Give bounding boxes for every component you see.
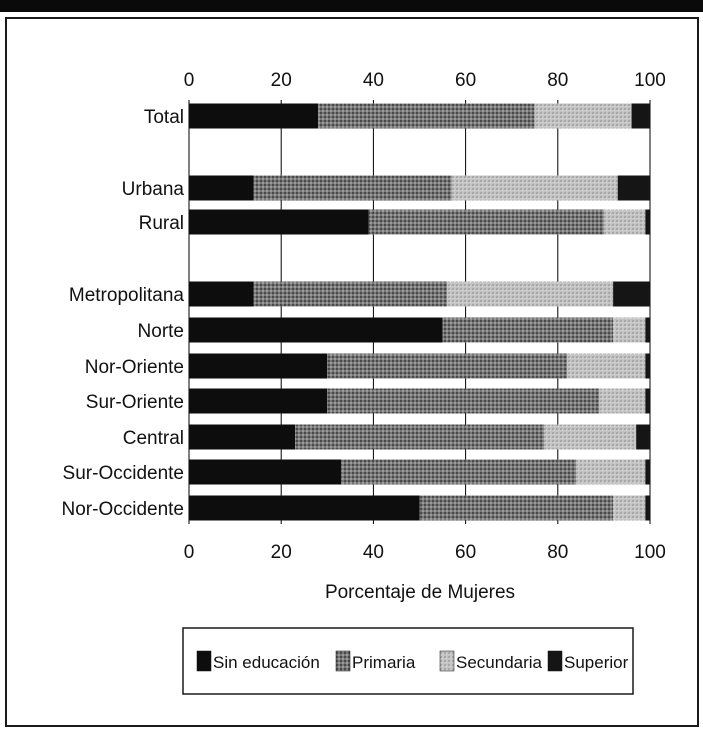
x-axis-label: Porcentaje de Mujeres: [325, 582, 515, 603]
category-label: Sur-Oriente: [86, 392, 184, 413]
bar-segment: [189, 103, 319, 129]
bar-segment: [451, 175, 618, 201]
bar-segment: [189, 175, 254, 201]
bottom-tick-labels: 0 20 40 60 80 100: [184, 542, 666, 563]
bar-segment: [368, 209, 604, 235]
tick-label: 100: [634, 70, 666, 91]
category-label: Total: [144, 107, 184, 128]
category-label: Rural: [139, 213, 184, 234]
tick-label: 80: [547, 70, 568, 91]
legend: Sin educación Primaria Secundaria Superior: [196, 650, 629, 672]
bar-segment: [613, 495, 646, 521]
bar-segment: [645, 353, 650, 379]
tick-label: 20: [271, 70, 292, 91]
legend-label: Superior: [564, 653, 629, 672]
bar-segment: [442, 317, 614, 343]
bars: [189, 103, 650, 521]
category-label: Urbana: [122, 179, 185, 200]
tick-label: 40: [363, 542, 384, 563]
bar-segment: [189, 388, 328, 414]
tick-label: 60: [455, 70, 476, 91]
legend-swatch: [196, 650, 212, 672]
bar-segment: [613, 317, 646, 343]
bar-segment: [576, 459, 646, 485]
bar-segment: [419, 495, 614, 521]
bar-segment: [599, 388, 646, 414]
tick-label: 60: [455, 542, 476, 563]
legend-swatch: [547, 650, 563, 672]
bar-segment: [645, 317, 650, 343]
legend-label: Sin educación: [213, 653, 320, 672]
bar-segment: [189, 209, 369, 235]
bar-segment: [253, 175, 452, 201]
bar-segment: [534, 103, 632, 129]
category-label: Nor-Oriente: [85, 357, 184, 378]
bar-segment: [567, 353, 646, 379]
bar-segment: [636, 424, 650, 450]
bar-segment: [253, 281, 448, 307]
category-label: Central: [123, 428, 184, 449]
gridlines: [188, 100, 651, 524]
category-label: Sur-Occidente: [63, 463, 184, 484]
top-bar: [0, 0, 703, 12]
bar-segment: [189, 353, 328, 379]
bar-segment: [327, 353, 568, 379]
tick-label: 20: [271, 542, 292, 563]
category-label: Metropolitana: [69, 285, 185, 306]
tick-label: 40: [363, 70, 384, 91]
bar-segment: [318, 103, 535, 129]
top-tick-labels: 0 20 40 60 80 100: [184, 70, 666, 91]
bar-segment: [613, 281, 650, 307]
bar-segment: [645, 459, 650, 485]
bar-segment: [341, 459, 577, 485]
category-label: Nor-Occidente: [62, 499, 185, 520]
legend-swatch: [335, 650, 351, 672]
bar-segment: [189, 495, 420, 521]
bar-segment: [189, 459, 342, 485]
bar-segment: [189, 317, 443, 343]
bar-segment: [327, 388, 600, 414]
bar-segment: [631, 103, 650, 129]
bar-segment: [543, 424, 637, 450]
legend-label: Primaria: [352, 653, 416, 672]
bar-segment: [617, 175, 650, 201]
bar-segment: [645, 209, 650, 235]
bar-segment: [603, 209, 646, 235]
bar-segment: [295, 424, 544, 450]
bar-segment: [447, 281, 614, 307]
legend-label: Secundaria: [456, 653, 543, 672]
category-label: Norte: [138, 321, 184, 342]
category-labels: Total Urbana Rural Metropolitana Norte Nor-Or…: [62, 107, 185, 520]
tick-label: 100: [634, 542, 666, 563]
bar-segment: [189, 424, 296, 450]
bar-segment: [645, 495, 650, 521]
tick-label: 0: [184, 542, 195, 563]
bar-segment: [189, 281, 254, 307]
tick-label: 0: [184, 70, 195, 91]
tick-label: 80: [547, 542, 568, 563]
legend-swatch: [439, 650, 455, 672]
bar-segment: [645, 388, 650, 414]
